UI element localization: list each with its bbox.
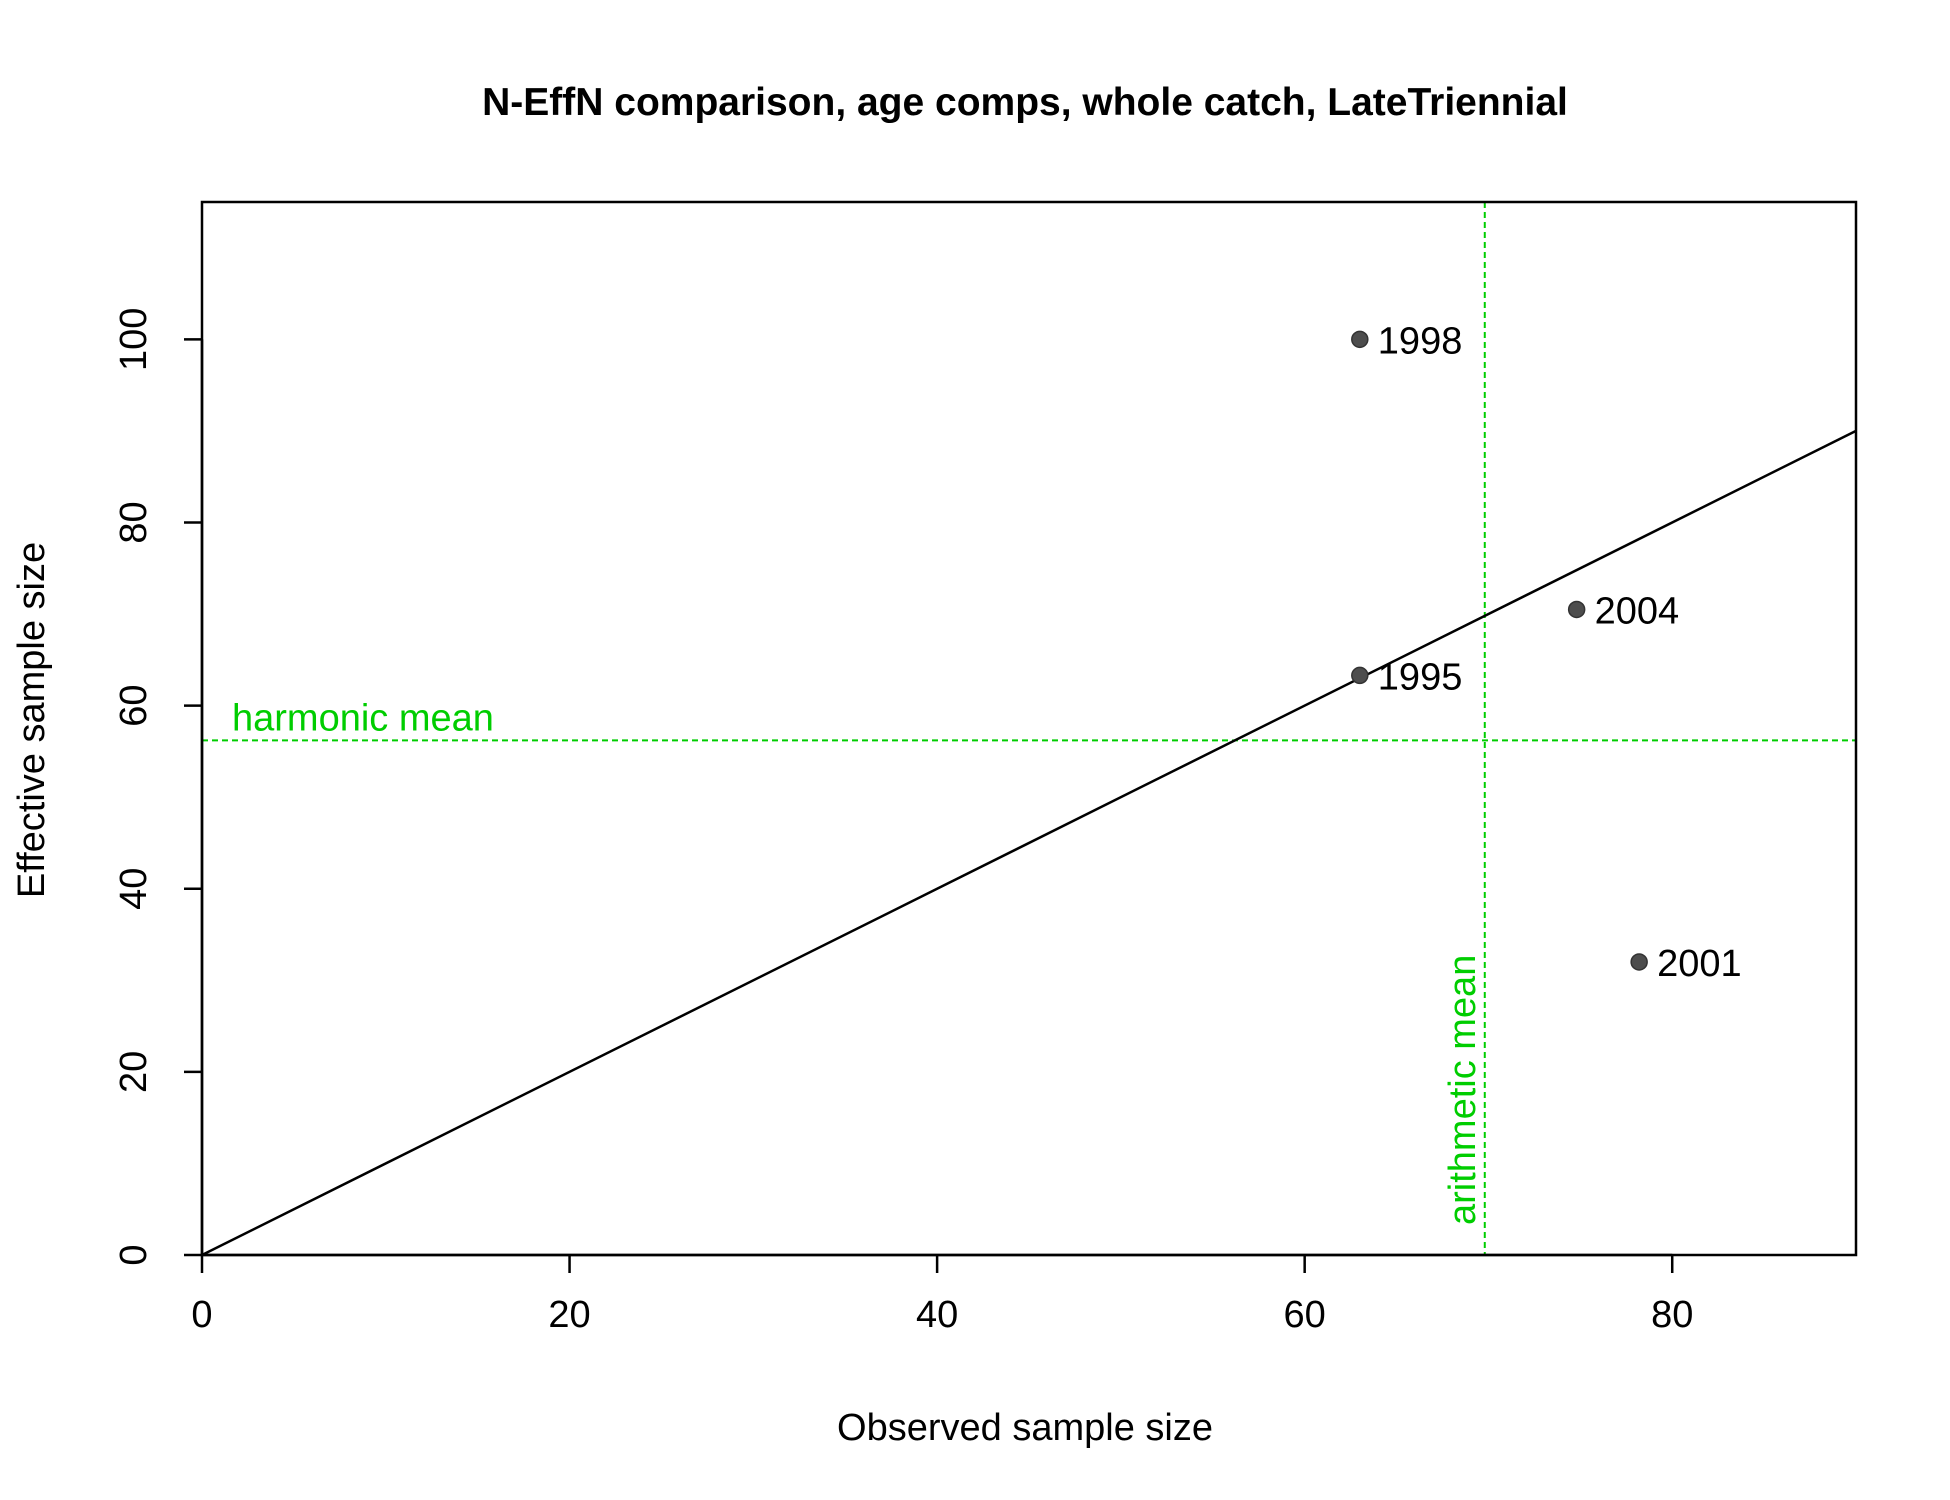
x-tick-label-80: 80 bbox=[1651, 1294, 1693, 1336]
y-tick-label-40: 40 bbox=[113, 868, 155, 910]
point-label-2004: 2004 bbox=[1595, 590, 1680, 632]
x-tick-label-0: 0 bbox=[191, 1294, 212, 1336]
point-label-1995: 1995 bbox=[1378, 656, 1463, 698]
y-tick-label-0: 0 bbox=[113, 1244, 155, 1265]
y-tick-label-60: 60 bbox=[113, 684, 155, 726]
data-point-2001 bbox=[1630, 953, 1648, 971]
y-axis-label: Effective sample size bbox=[11, 542, 53, 898]
one-to-one-line bbox=[201, 429, 1857, 1257]
harmonic-mean-label: harmonic mean bbox=[232, 697, 494, 739]
data-point-1998 bbox=[1351, 330, 1369, 349]
arithmetic-mean-label: arithmetic mean bbox=[1442, 955, 1484, 1225]
chart-title: N-EffN comparison, age comps, whole catc… bbox=[482, 81, 1568, 124]
y-tick-label-20: 20 bbox=[113, 1051, 155, 1093]
y-tick-label-100: 100 bbox=[113, 308, 155, 371]
data-point-2004 bbox=[1567, 600, 1586, 619]
x-axis-label: Observed sample size bbox=[837, 1407, 1213, 1449]
x-tick-label-40: 40 bbox=[916, 1294, 958, 1336]
y-tick-label-80: 80 bbox=[113, 501, 155, 543]
point-label-1998: 1998 bbox=[1378, 320, 1463, 362]
point-label-2001: 2001 bbox=[1657, 943, 1742, 985]
x-tick-label-60: 60 bbox=[1284, 1294, 1326, 1336]
data-point-1995 bbox=[1351, 666, 1369, 685]
x-tick-label-20: 20 bbox=[548, 1294, 590, 1336]
